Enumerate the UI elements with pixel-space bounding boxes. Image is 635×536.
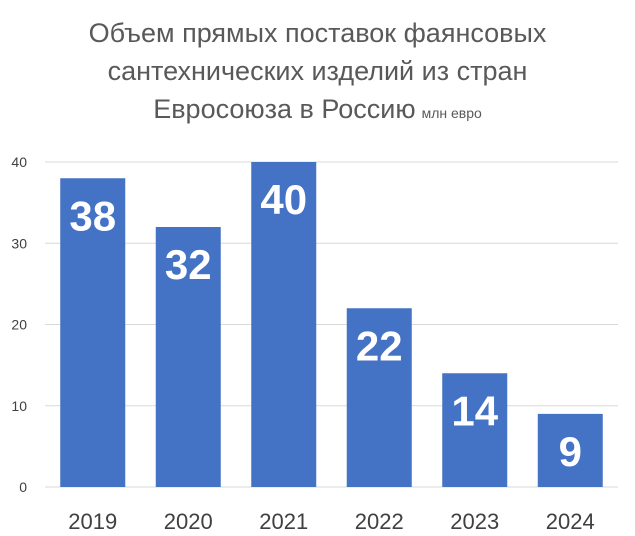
bar-2022 (346, 308, 412, 487)
x-tick-label-2020: 2020 (164, 509, 213, 534)
x-tick-label-2023: 2023 (450, 509, 499, 534)
chart-title-line-1: Объем прямых поставок фаянсовых (88, 18, 547, 48)
data-label-2020: 32 (165, 241, 212, 288)
y-tick-label-10: 10 (11, 398, 27, 414)
y-tick-label-0: 0 (19, 479, 27, 495)
data-label-2021: 40 (260, 176, 307, 223)
chart-title: Объем прямых поставок фаянсовых сантехни… (0, 14, 635, 132)
bar-2020 (155, 227, 221, 487)
data-label-2023: 14 (451, 387, 498, 434)
bar-2024 (537, 413, 603, 487)
label-layer: 38 32 40 22 14 9 (69, 176, 582, 475)
axis-layer: 0 10 20 30 40 2019 2020 2021 2022 2023 2024 (11, 154, 594, 534)
chart-unit-label: млн евро (421, 105, 482, 121)
bar-2019 (60, 178, 126, 487)
grid-layer (45, 161, 618, 488)
chart-title-line-3: Евросоюза в Россию млн евро (0, 90, 635, 132)
x-tick-label-2022: 2022 (355, 509, 404, 534)
chart-title-line-2: сантехнических изделий из стран (107, 56, 528, 86)
x-tick-label-2021: 2021 (259, 509, 308, 534)
y-tick-label-30: 30 (11, 235, 27, 251)
data-label-2024: 9 (559, 428, 582, 475)
x-tick-label-2019: 2019 (68, 509, 117, 534)
y-tick-label-20: 20 (11, 317, 27, 333)
bar-2021 (251, 162, 317, 487)
data-label-2019: 38 (69, 192, 116, 239)
chart-title-line-3-text: Евросоюза в Россию (153, 94, 416, 124)
bar-2023 (442, 373, 508, 487)
bar-layer (60, 162, 603, 487)
x-tick-label-2024: 2024 (546, 509, 595, 534)
data-label-2022: 22 (356, 322, 403, 369)
y-tick-label-40: 40 (11, 154, 27, 170)
